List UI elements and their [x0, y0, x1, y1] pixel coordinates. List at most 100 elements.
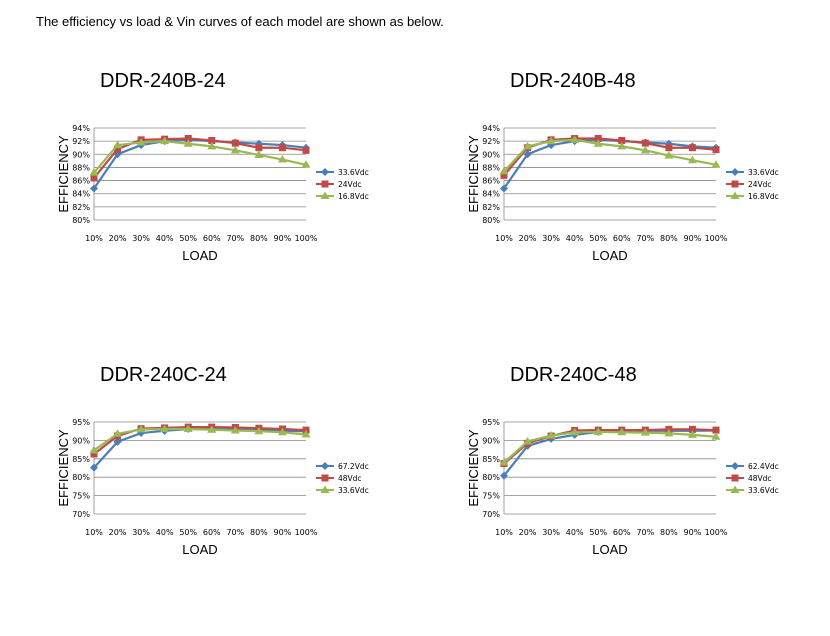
x-tick-label: 90%: [684, 234, 702, 243]
legend-marker: [731, 474, 739, 482]
y-axis-label: EFFICIENCY: [56, 135, 71, 213]
x-tick-label: 100%: [705, 528, 728, 537]
legend-label: 67.2Vdc: [338, 462, 369, 471]
data-point: [302, 146, 310, 154]
x-tick-label: 20%: [109, 528, 127, 537]
data-point: [500, 471, 508, 480]
data-point: [183, 139, 193, 147]
x-tick-label: 10%: [85, 234, 103, 243]
efficiency-chart: 70% 75% 80% 85% 90% 95% 10% 20% 30% 40% 50% 60% 70% 8…: [56, 418, 369, 557]
legend-marker: [321, 462, 329, 470]
legend-label: 16.8Vdc: [748, 192, 779, 201]
x-tick-label: 40%: [566, 528, 584, 537]
data-point: [523, 141, 533, 150]
x-tick-label: 30%: [542, 234, 560, 243]
x-tick-label: 10%: [85, 528, 103, 537]
data-point: [617, 427, 627, 436]
legend-entry: 16.8Vdc: [726, 191, 779, 201]
x-tick-label: 70%: [636, 234, 654, 243]
series-33.6Vdc: [89, 424, 311, 454]
legend-entry: 33.6Vdc: [316, 485, 369, 495]
data-point: [113, 150, 122, 159]
y-tick-label: 90%: [482, 436, 500, 445]
y-tick-label: 95%: [72, 418, 90, 427]
data-point: [301, 430, 311, 438]
data-point: [712, 426, 720, 434]
x-tick-label: 50%: [589, 528, 607, 537]
data-point: [160, 136, 170, 145]
data-point: [523, 150, 532, 159]
chart-title: DDR-240C-48: [510, 364, 637, 386]
x-axis-label: LOAD: [182, 542, 217, 557]
y-tick-label: 84%: [482, 190, 500, 199]
data-point: [207, 425, 217, 433]
legend-label: 33.6Vdc: [748, 486, 779, 495]
data-point: [570, 135, 580, 143]
data-point: [90, 184, 98, 193]
x-tick-label: 40%: [156, 234, 174, 243]
series-line: [93, 427, 307, 469]
data-point: [640, 145, 650, 154]
legend-marker: [731, 462, 739, 470]
legend-entry: 48Vdc: [726, 474, 772, 483]
data-point: [254, 426, 264, 435]
efficiency-chart: 80% 82% 84% 86% 88% 90% 92% 94% 10% 20% 30% 40% 50% 6…: [466, 124, 779, 263]
x-tick-label: 60%: [203, 528, 221, 537]
x-tick-label: 60%: [613, 234, 631, 243]
data-point: [230, 145, 240, 154]
legend-label: 16.8Vdc: [338, 192, 369, 201]
y-axis-label: EFFICIENCY: [466, 135, 481, 213]
chart-panel-ddr-240c-48: DDR-240C-48 70% 75% 80% 85% 90% 95% 10% 20% 30% 4…: [444, 364, 824, 614]
data-point: [687, 155, 697, 164]
data-point: [89, 445, 99, 454]
legend-label: 62.4Vdc: [748, 462, 779, 471]
legend-entry: 33.6Vdc: [726, 485, 779, 495]
legend-entry: 48Vdc: [316, 474, 362, 483]
y-tick-label: 88%: [482, 163, 500, 172]
data-point: [711, 432, 721, 440]
legend-label: 48Vdc: [338, 474, 362, 483]
legend-label: 24Vdc: [338, 180, 362, 189]
data-point: [523, 437, 533, 445]
y-tick-label: 82%: [482, 203, 500, 212]
data-point: [594, 135, 602, 143]
data-point: [593, 427, 603, 435]
legend-marker: [730, 191, 740, 199]
x-tick-label: 100%: [295, 234, 318, 243]
x-tick-label: 100%: [705, 234, 728, 243]
x-tick-label: 90%: [274, 528, 292, 537]
y-tick-label: 80%: [482, 216, 500, 225]
x-tick-label: 10%: [495, 528, 513, 537]
legend-marker: [321, 180, 329, 188]
x-tick-label: 70%: [636, 528, 654, 537]
data-point: [593, 139, 603, 147]
data-point: [183, 424, 193, 432]
y-axis-label: EFFICIENCY: [56, 429, 71, 507]
data-point: [277, 427, 287, 436]
data-point: [160, 424, 170, 432]
series-33.6Vdc: [499, 427, 721, 466]
series-line: [503, 138, 717, 173]
data-point: [113, 140, 123, 149]
legend-entry: 62.4Vdc: [726, 462, 779, 471]
data-point: [114, 145, 122, 153]
x-tick-label: 50%: [179, 234, 197, 243]
y-tick-label: 80%: [72, 473, 90, 482]
x-tick-label: 90%: [684, 528, 702, 537]
legend-marker: [320, 191, 330, 199]
legend-label: 33.6Vdc: [748, 168, 779, 177]
y-tick-label: 90%: [482, 150, 500, 159]
data-point: [278, 144, 286, 152]
y-tick-label: 84%: [72, 190, 90, 199]
data-point: [136, 424, 146, 433]
data-point: [113, 437, 122, 446]
series-line: [93, 427, 307, 452]
legend-marker: [731, 180, 739, 188]
data-point: [711, 160, 721, 168]
data-point: [89, 168, 99, 176]
data-point: [640, 428, 650, 436]
legend-label: 24Vdc: [748, 180, 772, 189]
data-point: [255, 144, 263, 152]
data-point: [500, 171, 508, 179]
data-point: [664, 428, 674, 437]
